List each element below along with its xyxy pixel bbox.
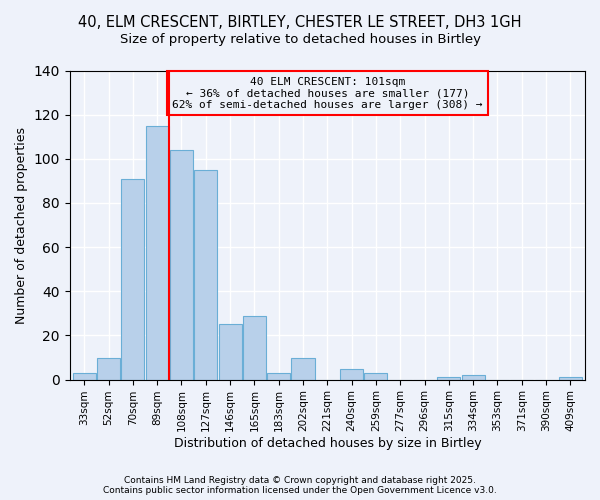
Y-axis label: Number of detached properties: Number of detached properties — [15, 126, 28, 324]
Text: Size of property relative to detached houses in Birtley: Size of property relative to detached ho… — [119, 32, 481, 46]
Bar — [340, 368, 363, 380]
Bar — [437, 378, 460, 380]
X-axis label: Distribution of detached houses by size in Birtley: Distribution of detached houses by size … — [173, 437, 481, 450]
Text: Contains HM Land Registry data © Crown copyright and database right 2025.
Contai: Contains HM Land Registry data © Crown c… — [103, 476, 497, 495]
Bar — [73, 373, 96, 380]
Bar — [121, 178, 145, 380]
Bar — [170, 150, 193, 380]
Bar — [364, 373, 388, 380]
Bar — [194, 170, 217, 380]
Text: 40 ELM CRESCENT: 101sqm
← 36% of detached houses are smaller (177)
62% of semi-d: 40 ELM CRESCENT: 101sqm ← 36% of detache… — [172, 76, 482, 110]
Bar — [461, 375, 485, 380]
Bar — [267, 373, 290, 380]
Bar — [146, 126, 169, 380]
Bar — [97, 358, 120, 380]
Bar — [243, 316, 266, 380]
Text: 40, ELM CRESCENT, BIRTLEY, CHESTER LE STREET, DH3 1GH: 40, ELM CRESCENT, BIRTLEY, CHESTER LE ST… — [78, 15, 522, 30]
Bar — [292, 358, 314, 380]
Bar — [218, 324, 242, 380]
Bar — [559, 378, 582, 380]
